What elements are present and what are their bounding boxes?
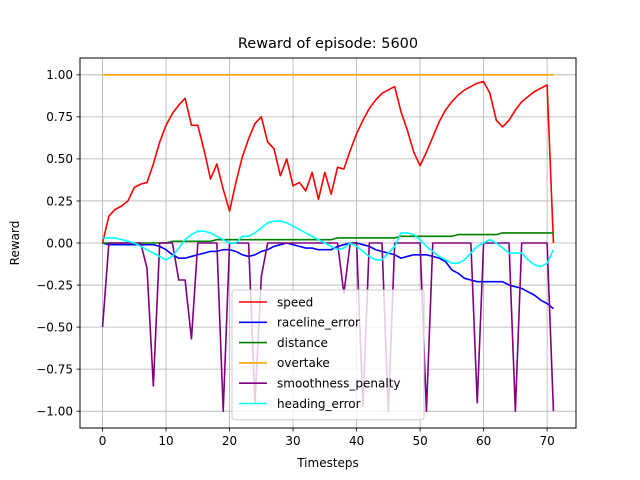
- y-tick-label: −0.25: [36, 278, 73, 292]
- series-line-raceline-error: [102, 242, 554, 310]
- x-tick-label: 10: [158, 434, 173, 448]
- legend: speed raceline_error distance overtake smoot…: [231, 289, 425, 421]
- y-tick-label: −1.00: [36, 404, 73, 418]
- legend-label-speed: speed: [277, 295, 313, 309]
- x-tick-label: 0: [99, 434, 107, 448]
- axes-ticks: 0 10 20 30 40 50 60 70 −1.00 −0.75 −0.50 −0.25 0.00 0…: [36, 68, 555, 448]
- legend-label-overtake: overtake: [277, 356, 330, 370]
- series-line-smoothness-penalty: [101, 242, 555, 412]
- y-tick-label: 0.50: [46, 152, 73, 166]
- legend-label-raceline-error: raceline_error: [277, 316, 360, 330]
- x-tick-label: 30: [285, 434, 300, 448]
- legend-label-smoothness-penalty: smoothness_penalty: [277, 377, 401, 391]
- x-axis-label: Timesteps: [296, 456, 359, 470]
- y-tick-label: 1.00: [46, 68, 73, 82]
- x-tick-label: 70: [539, 434, 554, 448]
- y-tick-label: 0.25: [46, 194, 73, 208]
- legend-label-distance: distance: [277, 336, 328, 350]
- plot-lines: [101, 74, 555, 412]
- series-line-heading-error: [102, 220, 555, 268]
- y-tick-label: −0.50: [36, 320, 73, 334]
- x-tick-label: 50: [412, 434, 427, 448]
- y-axis-label: Reward: [8, 221, 22, 266]
- y-tick-label: 0.00: [46, 236, 73, 250]
- legend-label-heading-error: heading_error: [277, 397, 361, 411]
- series-line-speed: [101, 80, 555, 244]
- x-tick-label: 40: [349, 434, 364, 448]
- legend-box: [231, 289, 425, 421]
- x-tick-label: 20: [222, 434, 237, 448]
- series-line-distance: [102, 232, 554, 244]
- y-tick-label: −0.75: [36, 362, 73, 376]
- x-tick-label: 60: [476, 434, 491, 448]
- y-tick-label: 0.75: [46, 110, 73, 124]
- chart-title: Reward of episode: 5600: [238, 36, 418, 52]
